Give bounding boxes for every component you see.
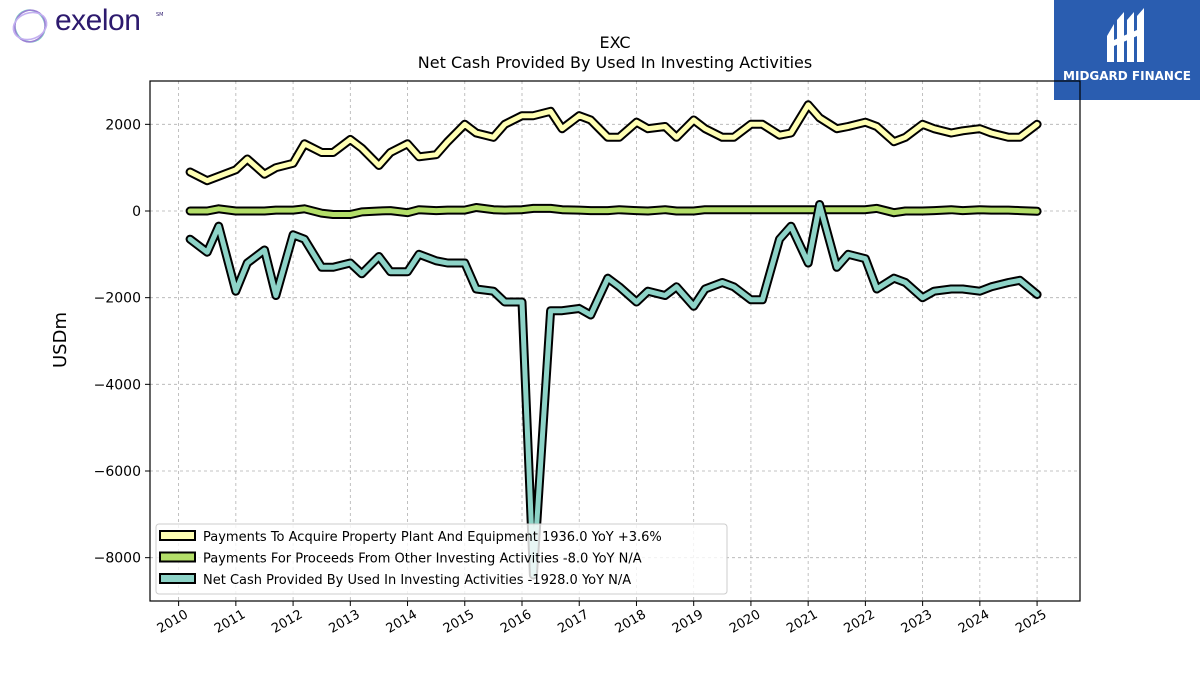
chart-subtitle: Net Cash Provided By Used In Investing A…: [418, 53, 812, 72]
y-axis-label: USDm: [50, 312, 71, 368]
x-tick-label: 2011: [212, 607, 248, 637]
chart-title: EXC: [599, 33, 630, 52]
legend-swatch-0: [159, 530, 196, 541]
y-tick-label: −2000: [94, 291, 141, 307]
x-tick-label: 2010: [155, 607, 191, 637]
series-layer: [185, 100, 1042, 580]
x-tick-label: 2016: [498, 607, 534, 637]
legend-swatch-1: [159, 551, 196, 563]
x-tick-label: 2017: [555, 607, 591, 637]
y-tick-label: 2000: [105, 117, 141, 133]
grid: [150, 81, 1080, 601]
x-tick-label: 2015: [441, 607, 477, 637]
logo-service-mark: SM: [156, 12, 164, 18]
x-tick-label: 2020: [727, 607, 763, 637]
x-tick-label: 2023: [899, 607, 935, 637]
y-tick-label: −8000: [94, 551, 141, 567]
legend-label-2: Net Cash Provided By Used In Investing A…: [203, 573, 631, 588]
x-tick-label: 2012: [269, 607, 305, 637]
series-line-outline-0: [185, 100, 1042, 186]
legend-label-0: Payments To Acquire Property Plant And E…: [203, 530, 662, 545]
series-line-2: [187, 202, 1040, 578]
plot-area: [149, 80, 1081, 602]
badge-label: MIDGARD FINANCE: [1063, 69, 1191, 83]
x-tick-label: 2022: [842, 607, 878, 637]
midgard-finance-badge: MIDGARD FINANCE: [1054, 0, 1200, 100]
x-tick-label: 2024: [956, 607, 992, 637]
logo-wordmark: exelon: [55, 4, 141, 37]
series-line-1: [187, 205, 1040, 217]
y-tick-label: 0: [132, 204, 141, 220]
y-tick-label: −6000: [94, 464, 141, 480]
x-tick-label: 2018: [613, 607, 649, 637]
y-tick-label: −4000: [94, 377, 141, 393]
x-tick-label: 2025: [1013, 607, 1049, 637]
legend: Payments To Acquire Property Plant And E…: [155, 523, 728, 595]
x-tick-label: 2014: [384, 607, 420, 637]
x-tick-label: 2013: [326, 607, 362, 637]
series-line-0: [187, 102, 1040, 184]
x-tick-label: 2021: [784, 607, 820, 637]
exelon-logo: [12, 9, 48, 43]
legend-swatch-2: [159, 573, 196, 584]
midgard-monogram-icon: [1107, 8, 1144, 62]
legend-box: [155, 523, 728, 595]
x-tick-label: 2019: [670, 607, 706, 637]
legend-label-1: Payments For Proceeds From Other Investi…: [203, 552, 642, 567]
